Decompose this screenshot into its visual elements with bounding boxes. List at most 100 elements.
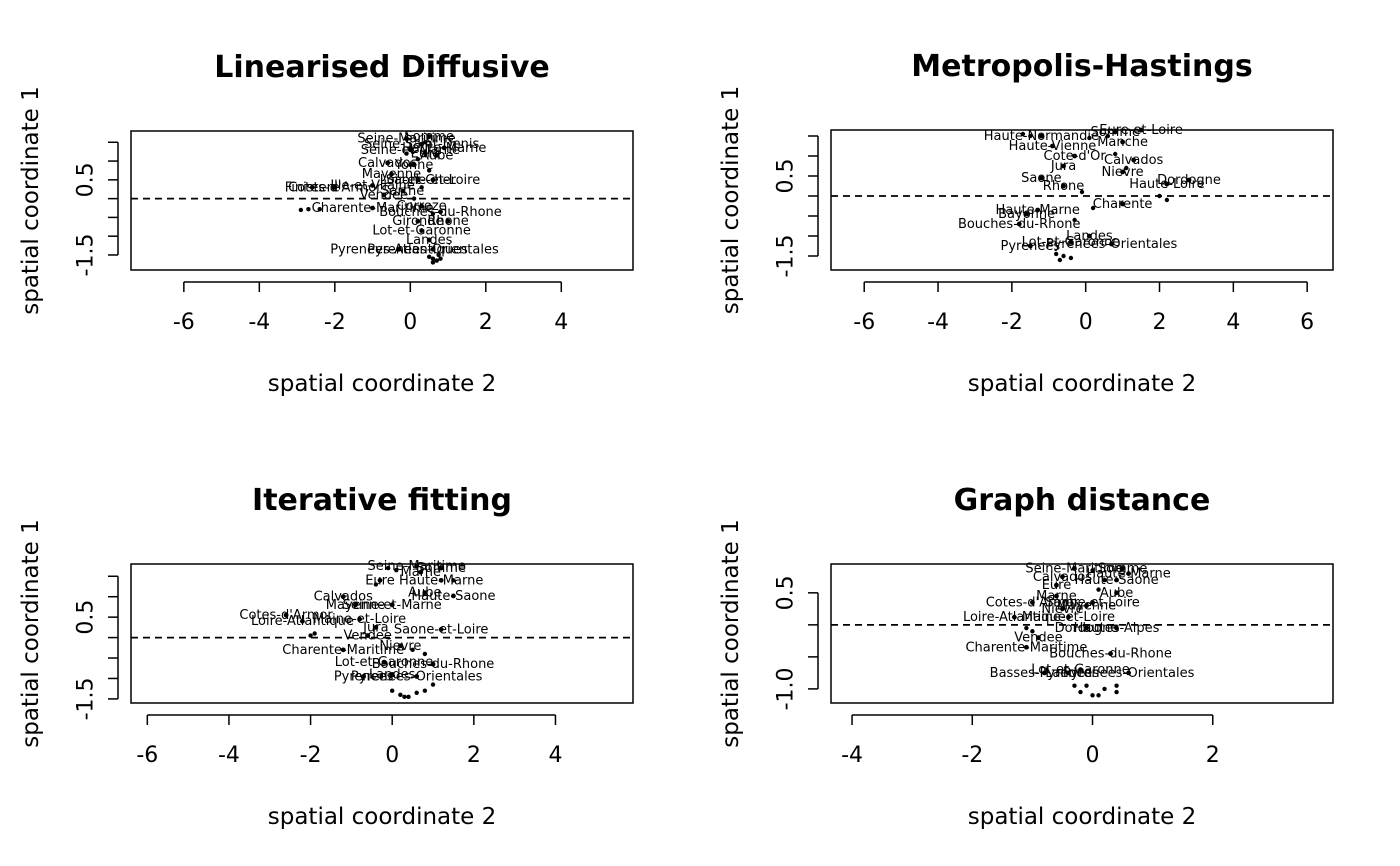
point-label: Mayenne [1057,599,1116,614]
point-label: Correze [397,199,447,214]
point-label: Seine-Maritime [1025,561,1123,576]
plot-frame [830,129,1334,271]
point-label: Haute-Vienne [1009,139,1097,154]
point-label: Marne [400,565,441,580]
data-point [1078,689,1083,695]
y-axis-label: spatial coordinate 1 [18,86,44,315]
point-label: Hautes-Alpes [1074,621,1160,636]
data-point [312,631,317,636]
point-label: Lot-et-Garonne [1031,663,1130,678]
y-tick-label: 0.5 [774,575,799,610]
data-point [423,151,428,156]
data-point [381,192,387,198]
data-point [340,594,346,600]
data-point [1114,590,1119,596]
point-label: Aube [1100,586,1133,601]
point-label: Haute-Marne [402,141,486,156]
data-point [436,252,441,258]
data-point [1138,127,1144,133]
point-label: Bouches-du-Rhone [1049,647,1172,662]
data-point [1038,133,1044,139]
point-label: Pyrenees-Orientales [351,669,483,684]
data-point [1090,205,1096,211]
data-point [415,218,421,224]
point-label: Gironde [392,214,443,229]
point-label: Somme [1090,125,1140,140]
chart-panel-1: Linearised Diffusive -6 -4 -2 0 2 4 spatial coo… [18,50,634,397]
data-point [441,145,447,151]
point-label: Rhone [1043,179,1084,194]
data-point [434,153,440,158]
data-point [1061,183,1066,189]
data-point [407,147,413,153]
data-point [430,211,436,216]
point-label: Loire-Atlantique [963,610,1066,625]
data-point [430,661,436,667]
y-tick-label: 0.5 [74,162,99,197]
point-label: Manche [1097,135,1148,150]
x-tick-label: 0 [385,743,399,768]
data-point [340,647,346,653]
point-label: Finistere [285,180,340,195]
y-tick-label: 0.5 [774,159,799,194]
x-tick-label: 0 [403,310,417,335]
data-point [1078,667,1083,673]
point-label: Vendee [360,188,408,203]
data-point [1084,683,1089,688]
data-point [415,177,421,183]
data-point [1011,614,1017,620]
point-label: Yonne [394,158,434,173]
data-point [430,682,436,687]
data-point [1108,651,1113,657]
data-point [1096,587,1101,592]
x-tick-label: 2 [467,743,481,768]
point-label: Saone-et-Loire [1045,595,1140,610]
x-tick-label: -4 [841,743,863,768]
data-point [1061,163,1066,169]
x-tick-label: -4 [218,743,240,768]
data-point [308,633,313,638]
data-point [1027,243,1033,249]
x-tick-label: 6 [1300,310,1314,335]
point-label: Jura [362,620,388,635]
data-point [1060,574,1065,580]
data-point [389,671,395,677]
point-label: Calvados [1104,153,1164,168]
point-label: Calvados [1033,570,1093,585]
data-point [422,651,428,657]
data-point [1114,689,1119,695]
chart-title: Graph distance [954,483,1211,518]
point-label: Jura [1050,159,1076,174]
data-point [411,196,417,201]
chart-title: Linearised Diffusive [214,50,549,85]
point-label: Haute-Saone [411,589,495,604]
data-point [1028,133,1033,139]
point-label: Vendee [1014,631,1062,646]
y-tick-label: -1.5 [774,235,799,278]
point-label: Cote-d'Or [1044,149,1107,164]
data-point [408,162,413,168]
data-point [438,627,444,632]
x-tick-label: -6 [136,743,158,768]
data-point [1016,221,1022,227]
chart-title: Iterative fitting [252,483,512,518]
data-point [370,205,375,211]
data-point [1036,635,1041,641]
data-point [419,185,424,190]
data-point [426,237,432,243]
data-point [1084,603,1089,609]
x-axis-label: spatial coordinate 2 [968,804,1197,830]
x-tick-label: 2 [1206,743,1220,768]
point-label: Pyrenees-Orientales [1063,666,1195,681]
data-point [419,203,425,209]
data-point [300,618,305,624]
data-point [1114,683,1119,688]
data-point [1042,670,1047,676]
point-label: Cotes-d'Armor [239,608,333,623]
chart-panel-2: Metropolis-Hastings -6 -4 -2 0 2 4 6 spatial coo… [718,49,1334,397]
data-point [1096,693,1101,698]
point-label: Charente-Maritime [965,640,1087,655]
data-point [414,563,420,569]
point-label: Eure [365,573,395,588]
data-point [1057,257,1063,263]
